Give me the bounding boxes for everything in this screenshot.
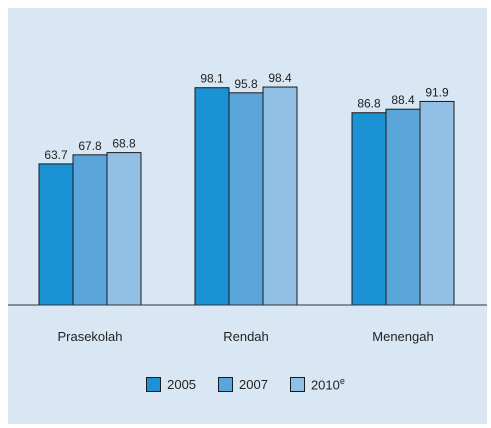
legend-swatch-2005 xyxy=(146,376,162,392)
value-label-rendah-2010e: 98.4 xyxy=(268,71,292,85)
value-label-menengah-2007: 88.4 xyxy=(391,93,415,107)
category-label-rendah: Rendah xyxy=(223,329,269,344)
bar-menengah-2005 xyxy=(351,112,387,306)
legend-swatch-2010e xyxy=(289,376,305,392)
category-label-menengah: Menengah xyxy=(372,329,433,344)
category-label-prasekolah: Prasekolah xyxy=(57,329,122,344)
value-label-prasekolah-2010e: 68.8 xyxy=(112,137,136,151)
value-label-rendah-2005: 98.1 xyxy=(200,72,224,86)
legend-item-2005: 2005 xyxy=(146,376,197,392)
value-label-menengah-2005: 86.8 xyxy=(357,97,381,111)
bar-menengah-2010e xyxy=(419,100,455,306)
value-label-menengah-2010e: 91.9 xyxy=(425,85,449,99)
bar-prasekolah-2010e xyxy=(106,152,142,306)
legend-label-2010e-main: 2010 xyxy=(310,377,340,393)
value-label-prasekolah-2007: 67.8 xyxy=(78,139,102,153)
bar-menengah-2007 xyxy=(385,108,421,306)
value-label-rendah-2007: 95.8 xyxy=(234,77,258,91)
bar-rendah-2005 xyxy=(194,87,230,306)
legend-label-2010e: 2010e xyxy=(311,376,345,392)
legend-swatch-2007 xyxy=(218,376,234,392)
value-label-prasekolah-2005: 63.7 xyxy=(44,148,68,162)
bar-prasekolah-2005 xyxy=(38,163,74,306)
legend-label-2010e-sup: e xyxy=(339,376,345,386)
bar-prasekolah-2007 xyxy=(72,154,108,306)
legend-label-2007: 2007 xyxy=(239,376,268,392)
bar-rendah-2007 xyxy=(228,92,264,306)
legend-item-2010e: 2010e xyxy=(289,376,345,392)
bar-rendah-2010e xyxy=(262,86,298,306)
legend-item-2007: 2007 xyxy=(218,376,268,392)
legend-label-2005: 2005 xyxy=(167,376,197,392)
legend: 2005 2007 2010e xyxy=(0,376,491,392)
